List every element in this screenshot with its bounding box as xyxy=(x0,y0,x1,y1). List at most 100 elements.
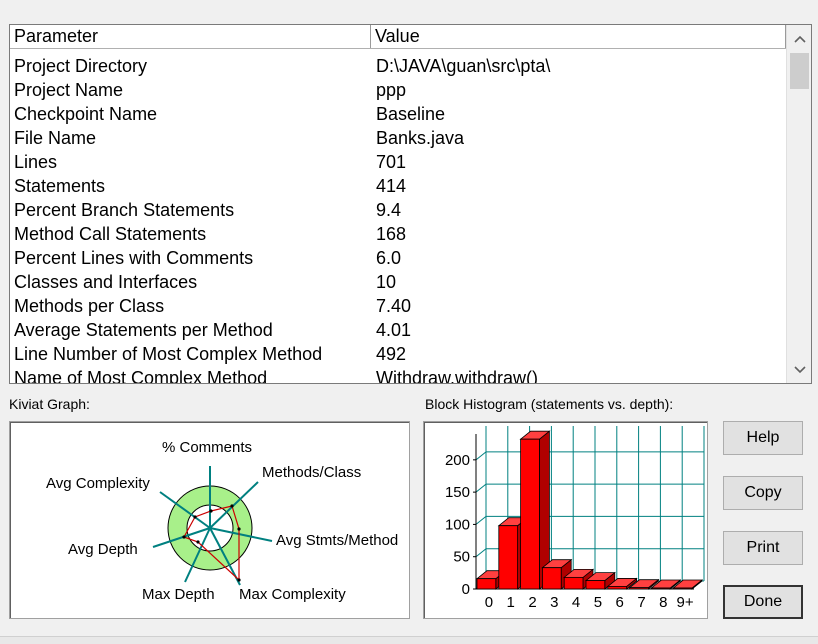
table-row[interactable]: Name of Most Complex Method Withdraw.with… xyxy=(10,366,786,384)
value-cell: 492 xyxy=(376,344,407,364)
scrollbar-thumb[interactable] xyxy=(790,53,809,89)
kiviat-axis-avg-depth xyxy=(152,527,211,548)
table-row[interactable]: Classes and Interfaces 10 xyxy=(10,270,786,294)
parameter-cell: Lines xyxy=(14,152,58,172)
y-tick-label: 200 xyxy=(445,452,470,469)
block-histogram-label: Block Histogram (statements vs. depth): xyxy=(425,396,674,412)
y-tick-label: 100 xyxy=(445,516,470,533)
y-tick-label: 150 xyxy=(445,484,470,501)
value-cell: D:\JAVA\guan\src\pta\ xyxy=(376,56,551,76)
value-cell: ppp xyxy=(376,80,407,100)
grid-line xyxy=(475,483,487,493)
parameter-cell: Name of Most Complex Method xyxy=(14,368,268,384)
kiviat-axis-label-avg-complexity: Avg Complexity xyxy=(46,475,150,492)
parameter-cell: Line Number of Most Complex Method xyxy=(14,344,323,364)
parameter-cell: Percent Branch Statements xyxy=(14,200,235,220)
x-tick-label: 6 xyxy=(616,594,624,611)
table-row[interactable]: Project Name ppp xyxy=(10,78,786,102)
parameter-cell: Average Statements per Method xyxy=(14,320,273,340)
kiviat-graph-label: Kiviat Graph: xyxy=(9,396,90,412)
histogram-bar xyxy=(650,579,682,590)
table-header: Parameter Value xyxy=(10,25,786,49)
x-tick-label: 0 xyxy=(485,594,493,611)
metrics-table[interactable]: Parameter Value Project Directory D:\JAVA… xyxy=(9,24,812,384)
kiviat-axis-label-avg-stmts-method: Avg Stmts/Method xyxy=(276,532,398,549)
value-cell: Withdraw.withdraw() xyxy=(376,368,539,384)
kiviat-value-polygon xyxy=(183,505,240,582)
column-header-parameter[interactable]: Parameter xyxy=(10,25,371,48)
parameter-cell: Project Name xyxy=(14,80,124,100)
done-button[interactable]: Done xyxy=(723,585,803,619)
parameter-cell: Percent Lines with Comments xyxy=(14,248,254,268)
kiviat-svg: % Comments Methods/Class Avg Stmts/Metho… xyxy=(46,439,398,603)
x-tick-label: 2 xyxy=(528,594,536,611)
table-rows: Project Directory D:\JAVA\guan\src\pta\ Pr… xyxy=(10,54,786,384)
grid-line xyxy=(475,516,487,525)
value-cell: 7.40 xyxy=(376,296,412,316)
parameter-cell: Methods per Class xyxy=(14,296,165,316)
y-tick-label: 50 xyxy=(453,549,470,566)
kiviat-axis-max-depth xyxy=(184,527,211,583)
help-button[interactable]: Help xyxy=(723,421,803,455)
table-row[interactable]: Methods per Class 7.40 xyxy=(10,294,786,318)
parameter-cell: Statements xyxy=(14,176,106,196)
kiviat-value-points xyxy=(182,504,241,582)
value-cell: 9.4 xyxy=(376,200,402,220)
table-row[interactable]: Method Call Statements 168 xyxy=(10,222,786,246)
value-cell: 10 xyxy=(376,272,397,292)
kiviat-axis-label-max-depth: Max Depth xyxy=(142,586,215,603)
histogram-bar xyxy=(672,579,704,590)
table-row[interactable]: File Name Banks.java xyxy=(10,126,786,150)
vertical-scrollbar[interactable] xyxy=(786,25,811,383)
table-row[interactable]: Average Statements per Method 4.01 xyxy=(10,318,786,342)
value-cell: 4.01 xyxy=(376,320,412,340)
histogram-bar xyxy=(606,577,638,590)
x-tick-label: 1 xyxy=(507,594,515,611)
parameter-cell: Method Call Statements xyxy=(14,224,207,244)
parameter-cell: Checkpoint Name xyxy=(14,104,158,124)
value-cell: 168 xyxy=(376,224,407,244)
column-header-value[interactable]: Value xyxy=(371,25,786,48)
histogram-bar xyxy=(628,578,660,590)
x-tick-label: 8 xyxy=(659,594,667,611)
block-histogram: 0 50 100 150 200 0 1 2 3 4 5 6 7 8 9+ xyxy=(423,421,708,619)
table-row[interactable]: Line Number of Most Complex Method 492 xyxy=(10,342,786,366)
value-cell: 6.0 xyxy=(376,248,402,268)
x-tick-label: 3 xyxy=(550,594,558,611)
histogram-bar xyxy=(519,430,551,590)
value-cell: 701 xyxy=(376,152,407,172)
copy-button[interactable]: Copy xyxy=(723,476,803,510)
table-row[interactable]: Lines 701 xyxy=(10,150,786,174)
value-cell: Baseline xyxy=(376,104,446,124)
parameter-cell: File Name xyxy=(14,128,97,148)
table-row[interactable]: Percent Lines with Comments 6.0 xyxy=(10,246,786,270)
kiviat-axis-methods-class xyxy=(209,481,259,529)
table-row[interactable]: Statements 414 xyxy=(10,174,786,198)
value-cell: 414 xyxy=(376,176,407,196)
kiviat-axis-label-max-complexity: Max Complexity xyxy=(239,586,346,603)
chevron-up-icon[interactable] xyxy=(787,26,811,51)
kiviat-axis-label-methods-class: Methods/Class xyxy=(262,464,361,481)
x-tick-label: 7 xyxy=(637,594,645,611)
table-row[interactable]: Percent Branch Statements 9.4 xyxy=(10,198,786,222)
window-bottom-edge xyxy=(0,636,818,644)
x-tick-label: 4 xyxy=(572,594,580,611)
kiviat-axis-label-comments: % Comments xyxy=(162,439,252,456)
histogram-bar xyxy=(584,571,616,590)
parameter-cell: Project Directory xyxy=(14,56,148,76)
print-button[interactable]: Print xyxy=(723,531,803,565)
x-tick-label: 9+ xyxy=(677,594,694,611)
table-row[interactable]: Project Directory D:\JAVA\guan\src\pta\ xyxy=(10,54,786,78)
x-tick-label: 5 xyxy=(594,594,602,611)
y-tick-label: 0 xyxy=(462,581,470,598)
parameter-cell: Classes and Interfaces xyxy=(14,272,198,292)
grid-line xyxy=(475,548,487,558)
kiviat-axis-label-avg-depth: Avg Depth xyxy=(68,541,138,558)
grid-line xyxy=(475,451,487,461)
kiviat-axis-avg-complexity xyxy=(159,491,211,529)
table-row[interactable]: Checkpoint Name Baseline xyxy=(10,102,786,126)
value-cell: Banks.java xyxy=(376,128,465,148)
chevron-down-icon[interactable] xyxy=(787,357,811,382)
kiviat-axis-avg-stmts-method xyxy=(209,527,273,542)
